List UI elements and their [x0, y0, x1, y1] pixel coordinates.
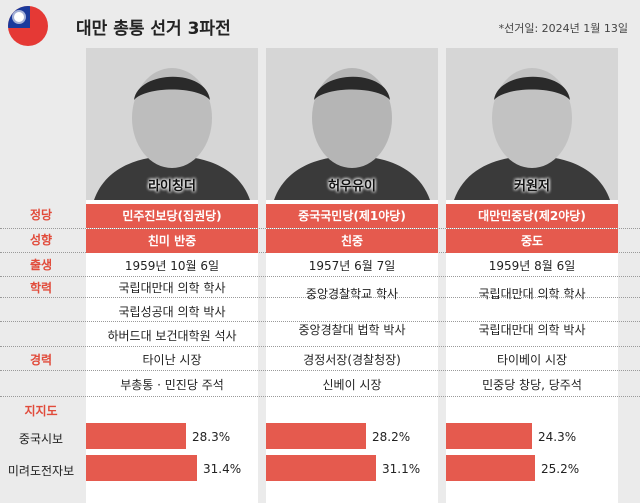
birth-date: 1959년 8월 6일	[488, 259, 576, 273]
row-label-poll2: 미려도전자보	[7, 464, 75, 478]
row-divider	[0, 370, 640, 371]
poll2-value: 31.1%	[382, 462, 421, 476]
poll2-bar	[86, 455, 197, 481]
leaning-badge: 중도	[446, 229, 618, 253]
row-divider	[0, 346, 640, 347]
education-item: 하버드대 보건대학원 석사	[107, 329, 237, 343]
education-item: 중앙경찰대 법학 박사	[298, 323, 406, 337]
leaning-badge: 친중	[266, 229, 438, 253]
candidate-column-hou: 허우유이	[266, 48, 438, 503]
poll1-bar	[86, 423, 186, 449]
candidate-photo: 커원저	[446, 48, 618, 200]
election-date-note: *선거일: 2024년 1월 13일	[498, 22, 628, 35]
poll1-bar	[266, 423, 366, 449]
leaning-badge: 친미 반중	[86, 229, 258, 253]
row-label-career: 경력	[29, 353, 53, 367]
education-item: 국립대만대 의학 학사	[118, 281, 226, 295]
poll1-value: 28.2%	[372, 430, 411, 444]
career-item: 타이난 시장	[142, 353, 202, 367]
party-badge: 중국국민당(제1야당)	[266, 204, 438, 228]
poll2-value: 31.4%	[203, 462, 242, 476]
row-divider	[0, 396, 640, 397]
poll1-value: 24.3%	[538, 430, 577, 444]
row-label-party: 정당	[29, 208, 53, 222]
row-label-poll1: 중국시보	[18, 432, 64, 446]
row-divider	[0, 228, 640, 229]
row-label-support: 지지도	[24, 404, 58, 418]
row-label-birth: 출생	[29, 258, 53, 272]
portrait-silhouette-icon	[446, 48, 618, 200]
portrait-silhouette-icon	[86, 48, 258, 200]
row-label-education: 학력	[29, 281, 53, 295]
career-item: 부총통 · 민진당 주석	[120, 378, 224, 392]
portrait-silhouette-icon	[266, 48, 438, 200]
party-badge: 대만민중당(제2야당)	[446, 204, 618, 228]
birth-date: 1959년 10월 6일	[124, 259, 220, 273]
career-item: 신베이 시장	[322, 378, 382, 392]
row-divider	[0, 276, 640, 277]
party-badge: 민주진보당(집권당)	[86, 204, 258, 228]
poll2-value: 25.2%	[541, 462, 580, 476]
page-title: 대만 총통 선거 3파전	[76, 19, 231, 39]
candidate-photo: 허우유이	[266, 48, 438, 200]
birth-date: 1957년 6월 7일	[308, 259, 396, 273]
poll2-bar	[266, 455, 376, 481]
row-divider	[0, 321, 640, 322]
career-item: 민중당 창당, 당주석	[482, 378, 582, 392]
poll2-bar	[446, 455, 535, 481]
row-label-leaning: 성향	[29, 233, 53, 247]
row-divider	[0, 297, 640, 298]
candidate-photo: 라이칭더	[86, 48, 258, 200]
candidate-column-ko: 커원저	[446, 48, 618, 503]
education-item: 중앙경찰학교 학사	[305, 287, 399, 301]
candidate-name: 커원저	[514, 179, 550, 194]
education-item: 국립성공대 의학 박사	[118, 305, 226, 319]
poll1-value: 28.3%	[192, 430, 231, 444]
candidate-column-lai: 라이칭더	[86, 48, 258, 503]
taiwan-flag-icon	[8, 6, 48, 46]
candidate-name: 허우유이	[328, 179, 376, 194]
education-item: 국립대만대 의학 학사	[478, 287, 586, 301]
career-item: 타이베이 시장	[496, 353, 568, 367]
candidate-name: 라이칭더	[148, 179, 196, 194]
career-item: 경정서장(경찰청장)	[303, 353, 401, 367]
poll1-bar	[446, 423, 532, 449]
education-item: 국립대만대 의학 박사	[478, 323, 586, 337]
